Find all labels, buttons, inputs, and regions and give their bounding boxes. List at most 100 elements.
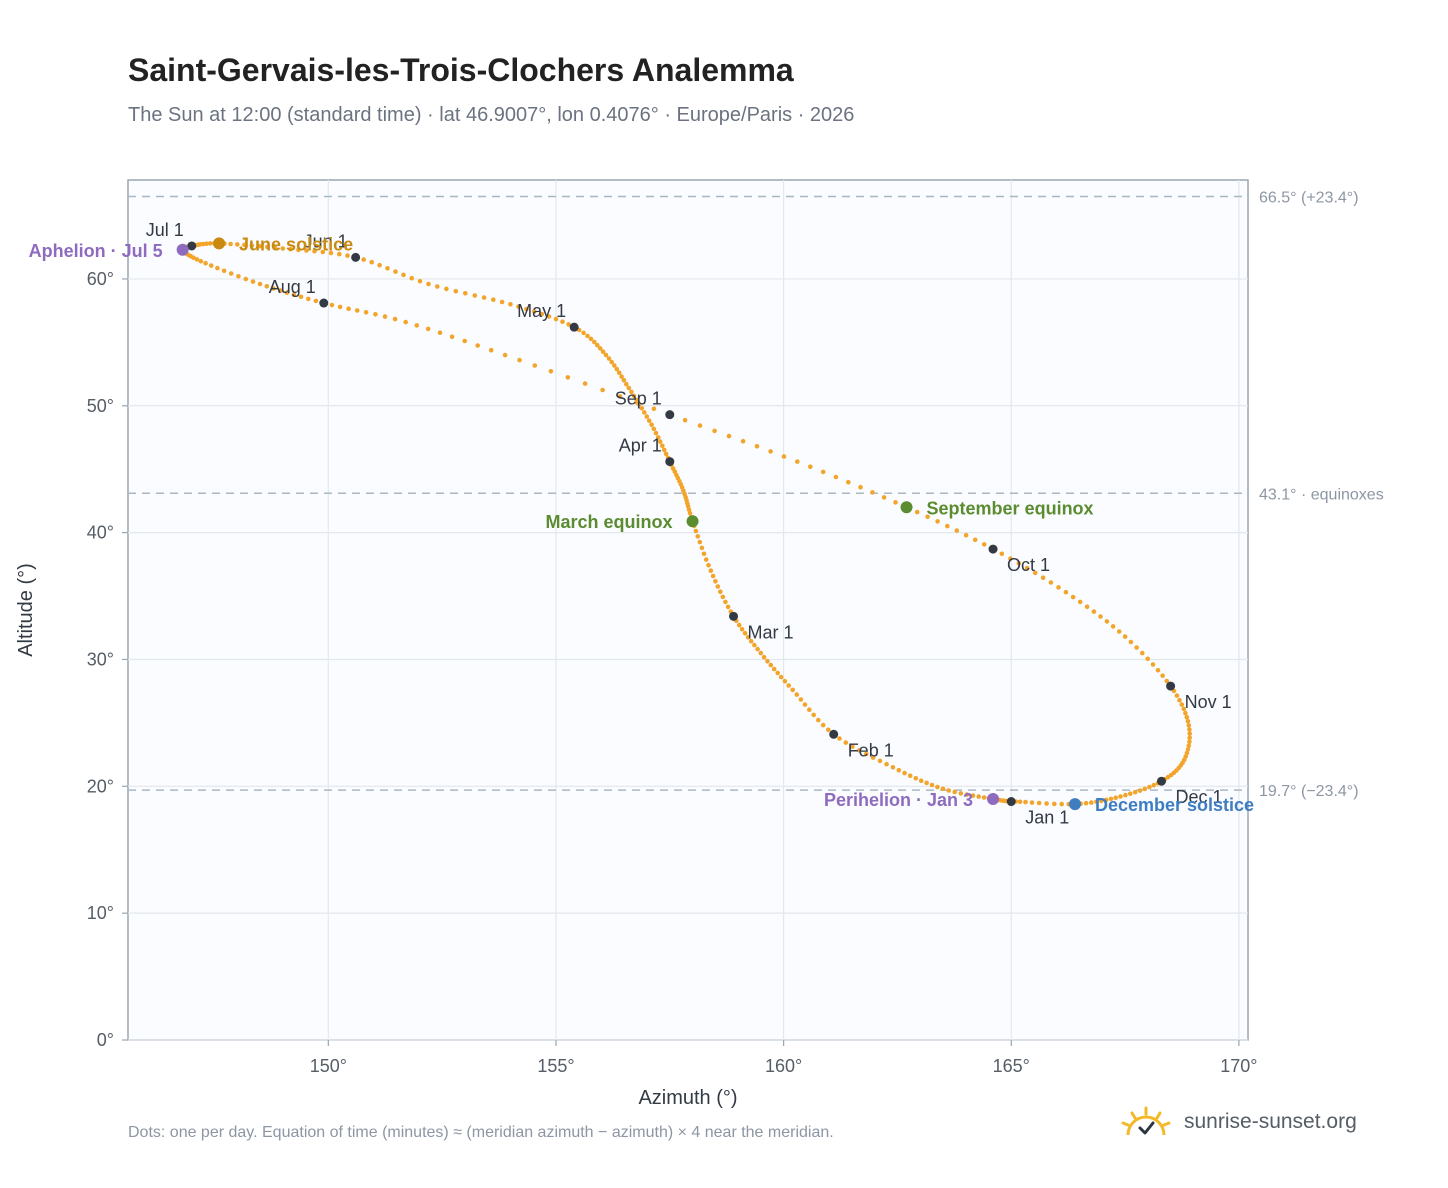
day-dot	[765, 658, 770, 664]
day-dot	[235, 242, 240, 247]
day-dot	[337, 251, 342, 257]
day-dot	[755, 646, 760, 652]
day-dot	[739, 627, 745, 632]
day-dot	[346, 306, 351, 312]
day-dot	[798, 697, 804, 702]
day-dot	[1077, 599, 1083, 605]
day-dot	[1008, 556, 1013, 561]
reference-line-label: 43.1° · equinoxes	[1259, 486, 1384, 503]
day-dot	[1024, 565, 1030, 571]
day-dot	[631, 393, 637, 399]
day-dot	[1040, 575, 1046, 580]
day-dot	[999, 551, 1005, 557]
day-dot	[981, 542, 987, 547]
day-dot	[850, 744, 855, 749]
day-dot	[585, 333, 590, 339]
day-dot	[782, 678, 788, 684]
day-dot	[644, 414, 650, 419]
day-dot	[884, 761, 889, 767]
day-dot	[1183, 710, 1188, 716]
day-dot	[488, 347, 494, 353]
day-dot	[592, 339, 597, 345]
day-dot	[1016, 561, 1022, 566]
day-dot	[382, 314, 388, 319]
day-dot	[1052, 801, 1057, 807]
day-dot	[1187, 739, 1192, 744]
day-dot	[646, 418, 652, 424]
grid	[128, 180, 1248, 1041]
day-dot	[516, 304, 521, 310]
day-dot	[582, 381, 588, 386]
day-dot	[670, 466, 676, 471]
day-dot	[1155, 667, 1161, 673]
brand-name: sunrise-sunset.org	[1184, 1110, 1357, 1133]
brand[interactable]: sunrise-sunset.org	[1120, 1102, 1357, 1142]
day-dot	[1185, 747, 1191, 752]
day-dot	[768, 662, 774, 668]
day-dot	[1164, 678, 1170, 684]
day-dot	[710, 573, 716, 579]
event-label: June solstice	[239, 234, 353, 254]
day-dot	[472, 293, 478, 298]
day-dot	[768, 449, 773, 454]
month-marker	[1166, 681, 1176, 691]
reference-line-label: 66.5° (+23.4°)	[1259, 189, 1359, 206]
day-dot	[1089, 800, 1094, 805]
day-dot	[393, 269, 398, 274]
day-dot	[1023, 799, 1028, 805]
day-dot	[617, 394, 623, 399]
day-dot	[548, 369, 554, 374]
day-dot	[1017, 799, 1023, 805]
day-dot	[304, 248, 309, 253]
day-dot	[221, 268, 227, 274]
day-dot	[653, 430, 659, 436]
event-marker	[900, 501, 913, 514]
day-dot	[361, 257, 367, 262]
day-dot	[945, 523, 950, 529]
day-dot	[1185, 719, 1191, 724]
day-dot	[539, 311, 545, 317]
month-marker	[319, 298, 329, 308]
day-dot	[964, 792, 970, 797]
day-dot	[280, 246, 286, 251]
day-dot	[918, 778, 924, 783]
day-dot	[715, 584, 721, 589]
day-dot	[392, 316, 398, 322]
day-dot	[1187, 731, 1192, 736]
day-dot	[896, 767, 902, 773]
day-dot	[651, 426, 657, 432]
month-label: Jun 1	[304, 231, 348, 251]
day-dot	[1113, 795, 1118, 800]
day-dot	[963, 532, 969, 538]
day-dot	[532, 363, 538, 368]
plot-area	[127, 179, 1249, 1041]
day-dot	[337, 304, 343, 310]
day-dot	[661, 447, 667, 453]
month-marker	[665, 410, 675, 420]
day-dot	[718, 589, 723, 594]
day-dot	[802, 702, 808, 707]
day-dot	[811, 712, 816, 718]
day-dot	[1029, 800, 1035, 805]
day-dot	[499, 299, 505, 305]
day-dot	[858, 485, 863, 490]
day-dot	[655, 435, 661, 440]
day-dot	[697, 539, 703, 545]
day-dot	[881, 495, 887, 500]
day-dot	[1098, 614, 1103, 619]
day-dot	[531, 309, 537, 314]
month-label: Sep 1	[615, 389, 662, 409]
event-marker	[176, 243, 189, 256]
day-dot	[1094, 799, 1099, 805]
day-dot	[706, 562, 711, 568]
day-dot	[699, 545, 705, 551]
day-dot	[1137, 788, 1143, 793]
day-dot	[264, 284, 270, 289]
day-dot	[972, 537, 978, 543]
day-dot	[600, 349, 606, 355]
day-dot	[701, 551, 707, 557]
event-marker	[686, 515, 699, 528]
reference-line-label: 19.7° (−23.4°)	[1259, 783, 1359, 800]
month-marker	[1006, 797, 1016, 807]
